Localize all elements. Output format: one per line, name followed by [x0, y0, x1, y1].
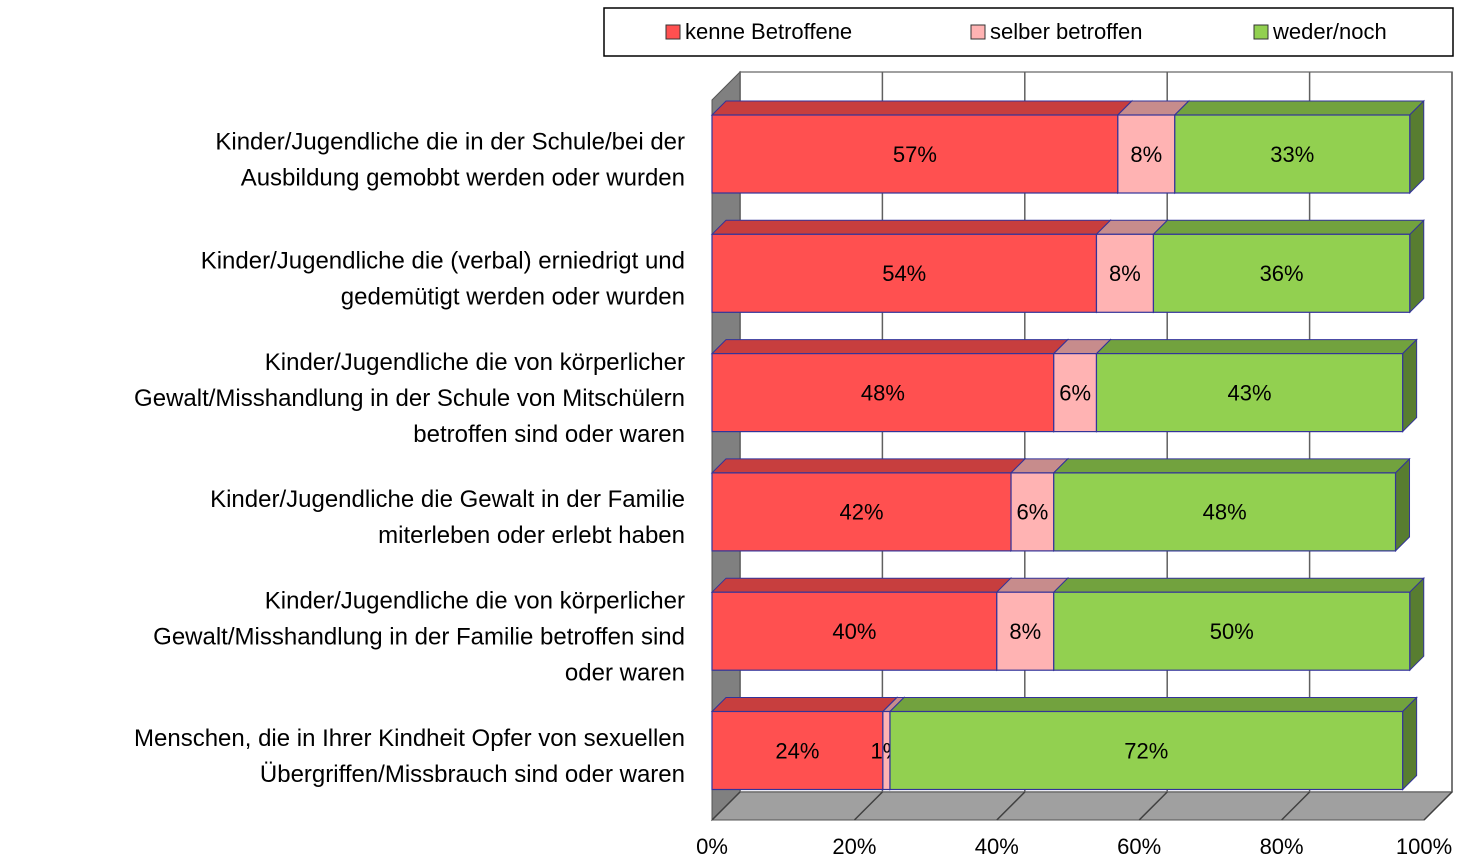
bar [1095, 353, 1404, 433]
bar [711, 114, 1119, 194]
bar-top [1052, 577, 1425, 593]
category-label: Kinder/Jugendliche die von körperlicher [265, 349, 685, 376]
category-label: Kinder/Jugendliche die von körperlicher [265, 588, 685, 615]
bar [889, 710, 1404, 791]
x-tick-label: 20% [832, 834, 876, 859]
legend-box [603, 7, 1454, 57]
bar-top [888, 697, 1418, 712]
category-label: oder waren [565, 660, 685, 687]
value-label: 48% [1203, 500, 1247, 525]
value-label: 57% [893, 142, 937, 167]
value-label: 50% [1210, 619, 1254, 644]
legend-label: weder/noch [1272, 19, 1387, 44]
bar-side [1409, 99, 1425, 195]
floor-grid-line [996, 791, 1026, 821]
legend-label: kenne Betroffene [685, 19, 852, 44]
bar [1152, 233, 1411, 313]
bar-top [710, 458, 1027, 474]
bar [711, 353, 1055, 433]
bar-side [1402, 338, 1418, 433]
value-label: 48% [861, 380, 905, 405]
bar [1010, 472, 1055, 552]
floor-grid-line [711, 791, 741, 821]
category-label: gedemütigt werden oder wurden [341, 284, 685, 311]
bar [1053, 353, 1098, 433]
value-label: 36% [1260, 261, 1304, 286]
bar-top [1052, 458, 1411, 474]
bar-top [710, 339, 1069, 355]
x-tick-label: 60% [1117, 834, 1161, 859]
category-label: Kinder/Jugendliche die in der Schule/bei… [215, 128, 685, 155]
bar [1053, 472, 1397, 552]
x-tick-label: 40% [975, 834, 1019, 859]
bar [711, 472, 1012, 552]
bar-side [1395, 457, 1411, 553]
category-label: miterleben oder erlebt haben [378, 522, 685, 549]
bar-top [710, 577, 1013, 593]
value-label: 43% [1228, 380, 1272, 405]
bar-side [1409, 219, 1425, 314]
value-label: 8% [1009, 619, 1041, 644]
floor-grid-line [1138, 791, 1168, 821]
category-label: Gewalt/Misshandlung in der Familie betro… [153, 624, 685, 651]
floor-grid-line [1423, 791, 1453, 821]
category-label: Menschen, die in Ihrer Kindheit Opfer vo… [134, 725, 685, 752]
bar-side [1402, 696, 1418, 791]
bar-top [1095, 339, 1418, 355]
floor [710, 791, 1454, 821]
category-label: Kinder/Jugendliche die Gewalt in der Fam… [210, 486, 685, 513]
bar-top [1152, 219, 1425, 235]
category-label: Gewalt/Misshandlung in der Schule von Mi… [134, 385, 685, 412]
bar [1095, 233, 1155, 313]
bar-side [1409, 576, 1425, 672]
value-label: 6% [1017, 500, 1049, 525]
bar [1174, 114, 1411, 194]
bar [1053, 591, 1411, 671]
bar-top [710, 697, 899, 712]
bar-top [1173, 100, 1425, 116]
category-label: Ausbildung gemobbt werden oder wurden [241, 164, 685, 191]
bar [711, 710, 884, 791]
bar [711, 591, 998, 671]
value-label: 8% [1130, 142, 1162, 167]
legend-swatch [1253, 24, 1269, 40]
x-tick-label: 100% [1396, 834, 1452, 859]
category-label: Kinder/Jugendliche die (verbal) erniedri… [201, 248, 685, 275]
bar-top [710, 219, 1112, 235]
legend-swatch [665, 24, 681, 40]
x-tick-label: 80% [1260, 834, 1304, 859]
value-label: 42% [839, 500, 883, 525]
legend-label: selber betroffen [990, 19, 1142, 44]
legend-swatch [970, 24, 986, 40]
value-label: 72% [1124, 738, 1168, 763]
value-label: 24% [775, 738, 819, 763]
bar-top [710, 100, 1134, 116]
value-label: 33% [1270, 142, 1314, 167]
value-label: 54% [882, 261, 926, 286]
category-label: betroffen sind oder waren [413, 421, 685, 448]
value-label: 6% [1059, 380, 1091, 405]
value-label: 8% [1109, 261, 1141, 286]
category-label: Übergriffen/Missbrauch sind oder waren [260, 761, 685, 788]
value-label: 40% [832, 619, 876, 644]
bar [996, 591, 1055, 671]
bar [1117, 114, 1176, 194]
floor-grid-line [853, 791, 883, 821]
bar [711, 233, 1098, 313]
x-tick-label: 0% [696, 834, 728, 859]
floor-grid-line [1281, 791, 1311, 821]
